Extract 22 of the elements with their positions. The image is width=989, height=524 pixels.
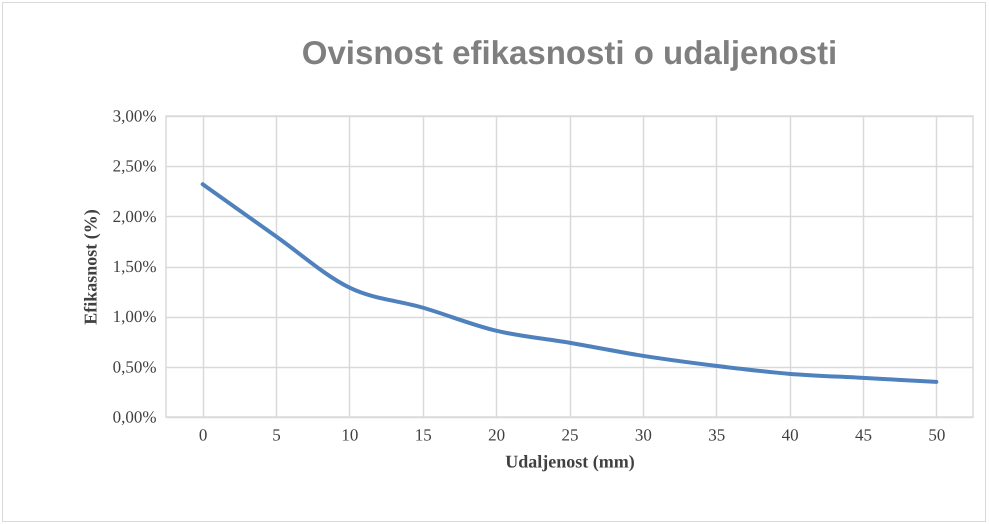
- x-tick-label: 20: [488, 426, 506, 444]
- x-tick-label: 40: [782, 426, 799, 444]
- x-tick-label: 35: [708, 426, 726, 444]
- y-tick-label: 2,50%: [112, 156, 156, 176]
- y-axis-title: Efikasnost (%): [80, 209, 101, 325]
- y-tick-label: 0,50%: [112, 357, 156, 376]
- x-tick-label: 15: [414, 426, 432, 444]
- x-tick-label: 25: [562, 426, 578, 444]
- x-tick-label: 5: [272, 426, 281, 444]
- x-tick-label: 10: [341, 426, 358, 444]
- y-tick-label: 2,00%: [112, 206, 156, 226]
- x-tick-label: 0: [198, 426, 208, 444]
- chart-title: Ovisnost efikasnosti o udaljenosti: [302, 34, 838, 71]
- y-tick-label: 1,00%: [112, 307, 156, 326]
- x-tick-label: 50: [928, 426, 946, 444]
- y-tick-label: 1,50%: [112, 257, 156, 276]
- x-axis-title: Udaljenost (mm): [505, 452, 635, 472]
- x-tick-label: 45: [854, 426, 872, 444]
- y-tick-label: 3,00%: [112, 106, 156, 126]
- x-tick-label: 30: [634, 426, 652, 444]
- y-tick-label: 0,00%: [112, 408, 156, 426]
- line-series: [200, 182, 938, 384]
